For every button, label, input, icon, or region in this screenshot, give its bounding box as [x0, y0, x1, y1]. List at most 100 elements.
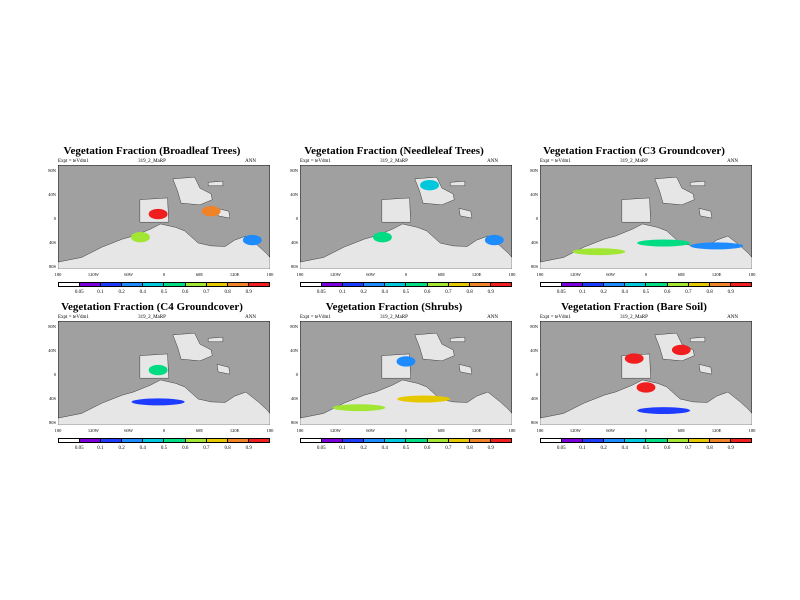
- colorbar-label: 0.4: [381, 446, 388, 451]
- x-tick: 120W: [569, 272, 581, 277]
- value-patch: [420, 180, 439, 191]
- map: [300, 321, 512, 425]
- x-tick: 180: [536, 272, 544, 277]
- colorbar-label: 0.1: [579, 290, 586, 295]
- colorbar-swatch: [646, 439, 668, 442]
- colorbar-label: 0.8: [706, 446, 713, 451]
- colorbar-swatch: [469, 283, 491, 286]
- colorbar-swatch: [709, 439, 731, 442]
- colorbar-label: 0.2: [360, 446, 367, 451]
- map: [58, 321, 270, 425]
- value-patch: [624, 353, 644, 364]
- colorbar-swatch: [406, 283, 428, 286]
- x-tick: 120W: [329, 272, 341, 277]
- x-tick: 60W: [606, 272, 616, 277]
- value-patch: [131, 398, 185, 406]
- colorbar-swatch: [59, 283, 81, 286]
- experiment-label: Expt = teVdm1: [540, 159, 571, 164]
- x-tick: 180: [296, 272, 304, 277]
- colorbar-swatch: [490, 439, 511, 442]
- panel-c3-groundcover: Vegetation Fraction (C3 Groundcover) Exp…: [514, 145, 756, 305]
- colorbar: [58, 282, 270, 287]
- panel-title: Vegetation Fraction (C4 Groundcover): [61, 301, 243, 313]
- x-tick: 60W: [124, 272, 134, 277]
- period-label: ANN: [245, 315, 256, 320]
- value-patch: [671, 344, 691, 356]
- colorbar-label: 0.7: [685, 446, 692, 451]
- colorbar-label: 0.2: [118, 290, 125, 295]
- x-tick: 60W: [366, 272, 376, 277]
- y-tick: 40N: [290, 348, 298, 353]
- colorbar-swatch: [248, 439, 269, 442]
- value-patch: [637, 239, 691, 247]
- x-tick: 120E: [471, 272, 482, 277]
- y-tick: 40N: [48, 348, 56, 353]
- x-tick: 120W: [569, 428, 581, 433]
- colorbar-swatch: [364, 283, 386, 286]
- y-tick: 80N: [530, 324, 538, 329]
- map: [58, 165, 270, 269]
- y-tick: 80S: [290, 420, 298, 425]
- colorbar-swatch: [667, 283, 689, 286]
- y-tick: 40S: [290, 396, 298, 401]
- value-patch: [373, 232, 392, 243]
- x-tick: 60E: [677, 428, 685, 433]
- colorbar-label: 0.7: [445, 446, 452, 451]
- colorbar-swatch: [80, 283, 102, 286]
- colorbar-swatch: [164, 283, 186, 286]
- value-patch: [201, 206, 221, 217]
- panel-title: Vegetation Fraction (Bare Soil): [561, 301, 707, 313]
- colorbar-label: 0.05: [556, 446, 566, 451]
- colorbar-label: 0.9: [487, 446, 494, 451]
- x-tick: 60E: [437, 272, 445, 277]
- colorbar-swatch: [604, 283, 626, 286]
- colorbar-swatch: [709, 283, 731, 286]
- colorbar-swatch: [385, 283, 407, 286]
- colorbar-label: 0.6: [424, 290, 431, 295]
- y-tick: 80S: [48, 420, 56, 425]
- colorbar: [300, 438, 512, 443]
- y-tick: 0: [53, 216, 56, 221]
- colorbar-label: 0.5: [160, 446, 168, 451]
- colorbar-swatch: [80, 439, 102, 442]
- colorbar-swatch: [583, 283, 605, 286]
- period-label: ANN: [245, 159, 256, 164]
- colorbar-swatch: [448, 439, 470, 442]
- value-patch: [131, 232, 150, 243]
- map: [540, 321, 752, 425]
- land: [540, 332, 752, 425]
- x-tick: 180: [748, 428, 756, 433]
- colorbar-label: 0.4: [139, 446, 146, 451]
- colorbar-label: 0.9: [245, 446, 252, 451]
- colorbar-swatch: [301, 283, 323, 286]
- colorbar-label: 0.1: [339, 446, 346, 451]
- colorbar-swatch: [730, 283, 751, 286]
- x-tick: 0: [644, 272, 648, 277]
- colorbar-swatch: [469, 439, 491, 442]
- map: [300, 165, 512, 269]
- land: [58, 176, 270, 269]
- colorbar-label: 0.5: [402, 446, 410, 451]
- colorbar-label: 0.8: [224, 446, 231, 451]
- colorbar-label: 0.8: [224, 290, 231, 295]
- colorbar-label: 0.7: [203, 446, 210, 451]
- map: [540, 165, 752, 269]
- run-label: 319_2_MaRP: [138, 159, 166, 164]
- y-tick: 0: [53, 372, 56, 377]
- x-tick: 120W: [87, 272, 99, 277]
- colorbar-label: 0.2: [118, 446, 125, 451]
- colorbar-label: 0.9: [245, 290, 252, 295]
- x-tick: 0: [404, 428, 408, 433]
- y-tick: 80N: [530, 168, 538, 173]
- value-patch: [636, 382, 656, 393]
- colorbar-swatch: [185, 283, 207, 286]
- colorbar-label: 0.05: [556, 290, 566, 295]
- x-tick: 180: [748, 272, 756, 277]
- value-patch: [397, 395, 451, 403]
- colorbar-swatch: [343, 439, 365, 442]
- colorbar-swatch: [143, 283, 165, 286]
- value-patch: [148, 364, 168, 376]
- x-tick: 60E: [437, 428, 445, 433]
- x-tick: 60W: [124, 428, 134, 433]
- colorbar-label: 0.05: [316, 446, 326, 451]
